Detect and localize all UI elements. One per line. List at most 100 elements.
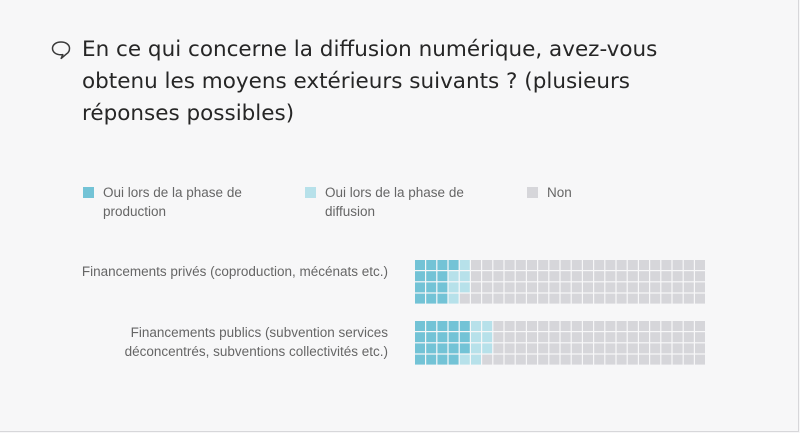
- waffle-cell-diffusion: [482, 343, 493, 354]
- waffle-cell-non: [616, 332, 627, 343]
- waffle-cell-non: [672, 332, 683, 343]
- waffle-cell-non: [605, 260, 616, 270]
- waffle-cell-non: [594, 282, 605, 293]
- waffle-cell-non: [683, 260, 694, 270]
- waffle-cell-non: [515, 354, 526, 365]
- legend-item-production[interactable]: Oui lors de la phase de production: [83, 183, 305, 221]
- waffle-cell-non: [605, 354, 616, 365]
- waffle-cell-non: [627, 332, 638, 343]
- waffle-cell-non: [639, 293, 649, 304]
- waffle-cell-non: [627, 354, 638, 365]
- waffle-cell-diffusion: [459, 354, 470, 365]
- waffle-cell-non: [515, 282, 526, 293]
- waffle-cell-non: [482, 271, 493, 282]
- waffle-cell-non: [672, 354, 683, 365]
- waffle-cell-production: [426, 260, 437, 270]
- waffle-cell-production: [437, 271, 448, 282]
- waffle-cell-non: [627, 343, 638, 354]
- waffle-cell-production: [437, 260, 448, 270]
- row-label-publics: Financements publics (subvention service…: [124, 325, 388, 359]
- waffle-cell-non: [672, 293, 683, 304]
- row-label-prives: Financements privés (coproduction, mécén…: [81, 264, 388, 279]
- waffle-cell-production: [415, 271, 425, 282]
- waffle-cell-non: [560, 354, 571, 365]
- waffle-cell-diffusion: [471, 354, 481, 365]
- waffle-cell-non: [560, 343, 571, 354]
- waffle-cell-non: [583, 282, 593, 293]
- waffle-cell-non: [695, 271, 705, 282]
- waffle-cell-non: [650, 343, 661, 354]
- legend-item-diffusion[interactable]: Oui lors de la phase de diffusion: [305, 183, 527, 221]
- waffle-cell-non: [549, 332, 560, 343]
- waffle-cell-non: [627, 260, 638, 270]
- waffle-cell-non: [482, 260, 493, 270]
- waffle-cell-production: [448, 354, 459, 365]
- waffle-cell-production: [415, 343, 425, 354]
- legend-item-non[interactable]: Non: [527, 183, 717, 221]
- legend-label-diffusion: Oui lors de la phase de diffusion: [325, 185, 464, 219]
- waffle-cell-non: [504, 321, 515, 331]
- waffle-cell-non: [683, 282, 694, 293]
- waffle-cell-non: [571, 293, 582, 304]
- waffle-cell-non: [515, 271, 526, 282]
- waffle-cell-non: [605, 293, 616, 304]
- waffle-cell-production: [415, 282, 425, 293]
- waffle-cell-non: [493, 260, 504, 270]
- waffle-cell-non: [639, 282, 649, 293]
- waffle-cell-non: [549, 282, 560, 293]
- waffle-cell-non: [583, 332, 593, 343]
- waffle-cell-non: [605, 271, 616, 282]
- waffle-cell-production: [459, 343, 470, 354]
- legend-swatch-production: [83, 187, 94, 198]
- waffle-cell-non: [650, 354, 661, 365]
- waffle-cell-diffusion: [471, 343, 481, 354]
- waffle-cell-non: [695, 282, 705, 293]
- waffle-cell-non: [538, 282, 549, 293]
- waffle-cell-production: [426, 332, 437, 343]
- waffle-cell-non: [504, 260, 515, 270]
- waffle-cell-non: [527, 271, 537, 282]
- waffle-cell-non: [560, 321, 571, 331]
- waffle-cell-non: [639, 260, 649, 270]
- waffle-cell-non: [493, 293, 504, 304]
- waffle-cell-non: [493, 321, 504, 331]
- waffle-cell-production: [426, 282, 437, 293]
- waffle-cell-non: [594, 354, 605, 365]
- waffle-cell-non: [527, 354, 537, 365]
- waffle-cell-non: [538, 321, 549, 331]
- waffle-cell-non: [527, 293, 537, 304]
- waffle-cell-non: [527, 332, 537, 343]
- waffle-cell-diffusion: [482, 321, 493, 331]
- waffle-cell-production: [437, 343, 448, 354]
- waffle-cell-non: [594, 321, 605, 331]
- question-header: En ce qui concerne la diffusion numériqu…: [50, 34, 690, 130]
- waffle-cell-non: [639, 332, 649, 343]
- waffle-cell-non: [672, 260, 683, 270]
- waffle-cell-non: [672, 282, 683, 293]
- waffle-cell-non: [683, 271, 694, 282]
- waffle-cell-non: [504, 332, 515, 343]
- waffle-cell-production: [415, 293, 425, 304]
- waffle-cell-non: [549, 343, 560, 354]
- waffle-cell-non: [661, 343, 672, 354]
- waffle-cell-non: [482, 354, 493, 365]
- waffle-cell-non: [560, 332, 571, 343]
- legend-label-production: Oui lors de la phase de production: [103, 185, 242, 219]
- waffle-cell-non: [616, 293, 627, 304]
- waffle-cell-production: [426, 321, 437, 331]
- waffle-cell-non: [538, 354, 549, 365]
- waffle-cell-non: [627, 293, 638, 304]
- waffle-cell-production: [426, 293, 437, 304]
- waffle-cell-non: [695, 354, 705, 365]
- waffle-cell-non: [594, 260, 605, 270]
- waffle-cell-non: [571, 332, 582, 343]
- waffle-cell-diffusion: [448, 282, 459, 293]
- legend-label-non: Non: [547, 185, 572, 200]
- waffle-cell-non: [549, 321, 560, 331]
- waffle-cell-non: [583, 260, 593, 270]
- waffle-cell-non: [672, 321, 683, 331]
- waffle-grid-publics: [415, 321, 705, 365]
- waffle-cell-production: [426, 354, 437, 365]
- waffle-cell-non: [627, 271, 638, 282]
- waffle-cell-diffusion: [448, 293, 459, 304]
